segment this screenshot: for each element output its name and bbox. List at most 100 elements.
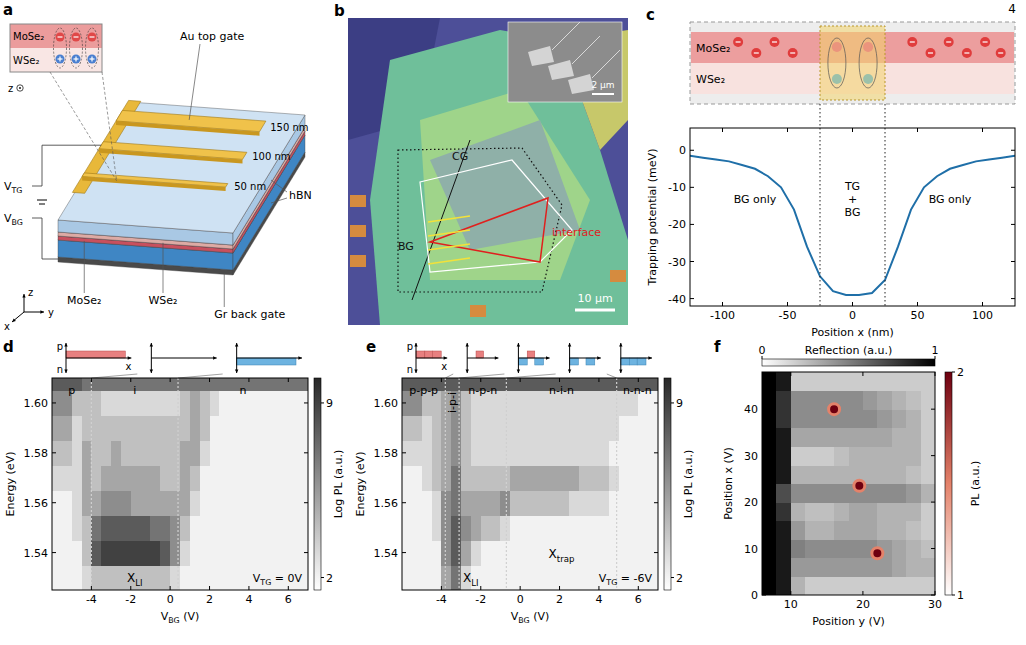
x-tick	[935, 591, 936, 595]
reflection-cell	[849, 372, 864, 391]
heat-cell	[101, 540, 111, 566]
x-tick-label: 30	[928, 598, 942, 611]
region-label: n	[240, 384, 247, 397]
heat-cell	[239, 440, 249, 466]
heat-cell	[500, 540, 510, 566]
x-tick	[441, 586, 442, 590]
heatmap	[52, 378, 308, 590]
heat-cell	[160, 565, 170, 590]
reflection-cell	[863, 391, 878, 410]
heat-cell	[288, 490, 298, 516]
heat-cell	[52, 465, 62, 491]
x-tick-label: -4	[436, 593, 447, 606]
wire	[32, 218, 58, 259]
heat-cell	[170, 390, 180, 416]
heat-cell	[111, 490, 121, 516]
heat-cell	[609, 440, 619, 466]
heat-cell	[210, 565, 220, 590]
heat-cell	[288, 540, 298, 566]
reflection-cell	[921, 521, 935, 540]
x-tick	[787, 302, 788, 306]
heat-cell	[249, 465, 259, 491]
text-span: +	[848, 193, 857, 206]
heat-cell	[432, 515, 442, 541]
minus-sign	[736, 41, 741, 42]
reflection-cell	[906, 502, 921, 521]
heat-cell	[451, 540, 461, 566]
leader	[189, 44, 200, 120]
heat-cell	[491, 440, 501, 466]
reflection-cell	[805, 465, 820, 484]
electron	[926, 48, 936, 58]
heat-cell	[62, 515, 72, 541]
heat-cell	[269, 465, 279, 491]
y-tick-label: -10	[668, 181, 686, 194]
heat-cell	[62, 490, 72, 516]
heat-cell	[471, 465, 481, 491]
plot-frame	[402, 378, 658, 590]
heat-cell	[432, 540, 442, 566]
reflection-cell	[921, 372, 935, 391]
reflection-cell	[805, 539, 820, 558]
heat-cell	[550, 465, 560, 491]
heat-cell	[239, 490, 249, 516]
heat-cell	[451, 565, 461, 590]
reflection-cell	[776, 576, 791, 595]
heat-cell	[500, 415, 510, 441]
heat-cell	[599, 515, 609, 541]
heat-cell	[441, 378, 451, 391]
heat-cell	[441, 440, 451, 466]
axis-letter: y	[48, 307, 54, 318]
heat-cell	[249, 515, 259, 541]
heat-cell	[141, 540, 151, 566]
minus-sign	[983, 41, 988, 42]
gate-label: Au top gate	[180, 30, 245, 43]
reflection-cell	[834, 539, 849, 558]
heat-cell	[52, 415, 62, 441]
heat-cell	[609, 465, 619, 491]
heat-cell	[628, 540, 638, 566]
reflection-cell	[820, 372, 835, 391]
band-n	[630, 358, 638, 365]
y-tick-label: 1.56	[24, 497, 49, 510]
heat-cell	[619, 440, 629, 466]
wire	[32, 145, 101, 186]
heat-cell	[52, 378, 62, 391]
reflection-cell	[906, 446, 921, 465]
heat-cell	[412, 415, 422, 441]
heat-cell	[432, 440, 442, 466]
x-tick	[441, 378, 442, 382]
heat-cell	[520, 490, 530, 516]
heat-cell	[481, 490, 491, 516]
heat-cell	[269, 390, 279, 416]
reflection-cell	[776, 484, 791, 503]
colorbar-tick-label: 1	[932, 344, 939, 357]
reflection-cell	[820, 502, 835, 521]
heat-cell	[422, 415, 432, 441]
x-tick	[209, 378, 210, 382]
minus-sign	[928, 52, 933, 53]
band-p	[476, 351, 484, 358]
heat-cell	[160, 415, 170, 441]
region-label: n-n-n	[623, 384, 652, 397]
y-axis-title: Energy (eV)	[354, 452, 367, 517]
sem-pad	[548, 60, 574, 80]
y-tick	[304, 402, 308, 403]
x-tick-label: 4	[595, 593, 602, 606]
band-p	[432, 351, 441, 358]
heat-cell	[72, 540, 82, 566]
reflection-cell	[849, 409, 864, 428]
heat-cell	[298, 465, 308, 491]
band-n	[535, 358, 544, 365]
panel-letter: f	[714, 338, 721, 356]
heat-cell	[111, 515, 121, 541]
reflection-cell	[906, 391, 921, 410]
heat-cell	[239, 415, 249, 441]
heat-cell	[160, 390, 170, 416]
heat-cell	[259, 378, 269, 391]
arrow-head	[128, 356, 132, 359]
reflection-cell	[762, 558, 777, 577]
exciton	[54, 28, 67, 68]
heat-cell	[412, 490, 422, 516]
micrograph	[348, 18, 628, 325]
